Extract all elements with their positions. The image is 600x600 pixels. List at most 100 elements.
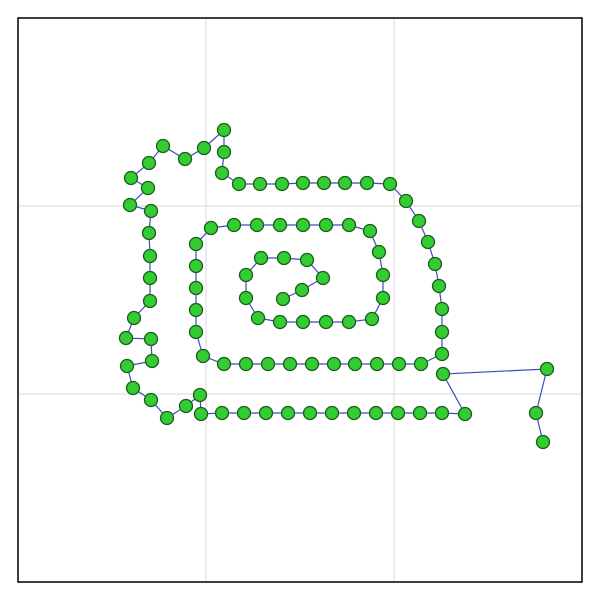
data-point xyxy=(251,219,264,232)
data-point xyxy=(218,146,231,159)
data-point xyxy=(145,333,158,346)
data-point xyxy=(198,142,211,155)
data-point xyxy=(144,250,157,263)
data-point xyxy=(255,252,268,265)
data-point xyxy=(278,252,291,265)
data-point xyxy=(284,358,297,371)
data-point xyxy=(190,304,203,317)
data-point xyxy=(120,332,133,345)
data-point xyxy=(373,246,386,259)
data-point xyxy=(142,182,155,195)
data-point xyxy=(274,316,287,329)
data-point xyxy=(377,269,390,282)
data-point xyxy=(157,140,170,153)
data-point xyxy=(343,219,356,232)
data-point xyxy=(218,358,231,371)
data-point xyxy=(415,358,428,371)
data-point xyxy=(260,407,273,420)
data-point xyxy=(343,316,356,329)
data-point xyxy=(238,407,251,420)
data-point xyxy=(301,254,314,267)
data-point xyxy=(370,407,383,420)
data-point xyxy=(128,312,141,325)
data-point xyxy=(240,269,253,282)
data-point xyxy=(277,293,290,306)
data-point xyxy=(252,312,265,325)
grid xyxy=(18,18,582,582)
data-point xyxy=(190,238,203,251)
data-point xyxy=(400,195,413,208)
data-point xyxy=(240,358,253,371)
data-point xyxy=(262,358,275,371)
data-point xyxy=(422,236,435,249)
data-point xyxy=(328,358,341,371)
data-point xyxy=(190,282,203,295)
data-point xyxy=(216,407,229,420)
data-point xyxy=(384,178,397,191)
data-point xyxy=(195,408,208,421)
plot-border xyxy=(18,18,582,582)
data-point xyxy=(228,219,241,232)
data-point xyxy=(371,358,384,371)
data-point xyxy=(297,177,310,190)
data-point xyxy=(326,407,339,420)
data-point xyxy=(125,172,138,185)
data-point xyxy=(240,292,253,305)
data-point xyxy=(276,178,289,191)
markers xyxy=(120,124,554,449)
data-point xyxy=(143,157,156,170)
data-point xyxy=(436,407,449,420)
data-point xyxy=(197,350,210,363)
data-point xyxy=(364,225,377,238)
data-point xyxy=(433,280,446,293)
data-point xyxy=(413,215,426,228)
data-point xyxy=(179,153,192,166)
data-point xyxy=(393,358,406,371)
data-point xyxy=(297,316,310,329)
data-point xyxy=(436,326,449,339)
data-point xyxy=(377,292,390,305)
data-point xyxy=(254,178,267,191)
data-point xyxy=(366,313,379,326)
data-point xyxy=(124,199,137,212)
data-point xyxy=(436,348,449,361)
data-point xyxy=(146,355,159,368)
data-point xyxy=(436,303,449,316)
data-point xyxy=(437,368,450,381)
data-point xyxy=(361,177,374,190)
data-point xyxy=(233,178,246,191)
data-point xyxy=(190,260,203,273)
data-point xyxy=(121,360,134,373)
data-point xyxy=(205,222,218,235)
data-point xyxy=(274,219,287,232)
data-point xyxy=(194,389,207,402)
data-point xyxy=(392,407,405,420)
data-point xyxy=(144,272,157,285)
data-point xyxy=(145,205,158,218)
data-point xyxy=(339,177,352,190)
data-point xyxy=(541,363,554,376)
data-point xyxy=(144,295,157,308)
data-point xyxy=(161,412,174,425)
data-point xyxy=(348,407,361,420)
data-point xyxy=(317,272,330,285)
path-chart xyxy=(0,0,600,600)
data-point xyxy=(414,407,427,420)
data-point xyxy=(216,167,229,180)
data-point xyxy=(530,407,543,420)
data-point xyxy=(296,284,309,297)
data-point xyxy=(306,358,319,371)
data-point xyxy=(537,436,550,449)
data-point xyxy=(297,219,310,232)
data-point xyxy=(320,316,333,329)
data-point xyxy=(145,394,158,407)
data-point xyxy=(127,382,140,395)
data-point xyxy=(218,124,231,137)
data-point xyxy=(180,400,193,413)
data-point xyxy=(282,407,295,420)
data-point xyxy=(320,219,333,232)
data-point xyxy=(349,358,362,371)
data-point xyxy=(143,227,156,240)
data-point xyxy=(429,258,442,271)
data-point xyxy=(318,177,331,190)
